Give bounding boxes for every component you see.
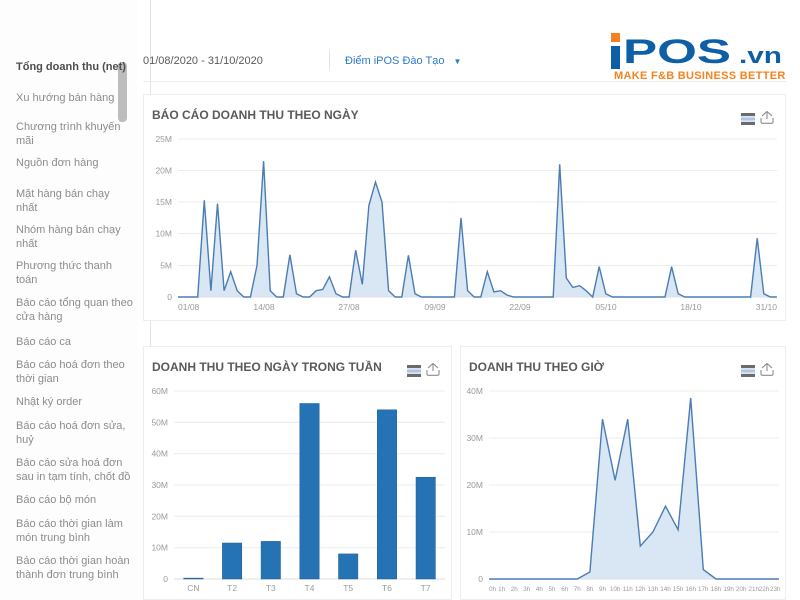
svg-text:01/08: 01/08: [178, 302, 200, 312]
svg-text:0: 0: [167, 292, 172, 302]
svg-text:16h: 16h: [685, 586, 696, 593]
svg-text:3h: 3h: [523, 586, 531, 593]
svg-text:31/10: 31/10: [756, 302, 778, 312]
svg-text:18/10: 18/10: [680, 302, 702, 312]
svg-text:20M: 20M: [151, 511, 168, 521]
svg-text:15M: 15M: [155, 197, 172, 207]
svg-text:T6: T6: [382, 583, 392, 593]
svg-text:10M: 10M: [151, 543, 168, 553]
svg-text:30M: 30M: [151, 480, 168, 490]
svg-text:7h: 7h: [574, 586, 582, 593]
svg-text:14h: 14h: [660, 586, 671, 593]
svg-text:.vn: .vn: [739, 43, 782, 68]
svg-text:12h: 12h: [635, 586, 646, 593]
svg-text:4h: 4h: [536, 586, 544, 593]
svg-text:10M: 10M: [466, 527, 483, 537]
svg-text:14/08: 14/08: [253, 302, 275, 312]
svg-text:50M: 50M: [151, 417, 168, 427]
svg-text:30M: 30M: [466, 433, 483, 443]
svg-text:23h: 23h: [770, 586, 781, 593]
svg-text:0: 0: [478, 574, 483, 584]
svg-text:POS: POS: [623, 33, 731, 69]
svg-text:18h: 18h: [711, 586, 722, 593]
svg-text:40M: 40M: [151, 449, 168, 459]
svg-text:13h: 13h: [648, 586, 659, 593]
svg-text:0: 0: [163, 574, 168, 584]
svg-text:5M: 5M: [160, 261, 172, 271]
svg-text:05/10: 05/10: [595, 302, 617, 312]
svg-text:22h: 22h: [759, 586, 770, 593]
svg-text:20M: 20M: [466, 480, 483, 490]
svg-text:20h: 20h: [736, 586, 747, 593]
svg-text:T3: T3: [266, 583, 276, 593]
svg-text:22/09: 22/09: [509, 302, 531, 312]
svg-text:20M: 20M: [155, 166, 172, 176]
svg-text:5h: 5h: [548, 586, 556, 593]
svg-text:T5: T5: [343, 583, 353, 593]
svg-text:T7: T7: [421, 583, 431, 593]
svg-text:15h: 15h: [673, 586, 684, 593]
svg-text:11h: 11h: [623, 586, 634, 593]
svg-text:8h: 8h: [586, 586, 594, 593]
svg-text:T2: T2: [227, 583, 237, 593]
svg-text:9h: 9h: [599, 586, 607, 593]
svg-text:1h: 1h: [498, 586, 506, 593]
svg-text:2h: 2h: [511, 586, 519, 593]
svg-text:27/08: 27/08: [338, 302, 360, 312]
svg-text:6h: 6h: [561, 586, 569, 593]
svg-text:T4: T4: [305, 583, 315, 593]
svg-text:10h: 10h: [610, 586, 621, 593]
svg-text:09/09: 09/09: [424, 302, 446, 312]
svg-text:25M: 25M: [155, 134, 172, 144]
svg-text:10M: 10M: [155, 229, 172, 239]
svg-text:40M: 40M: [466, 386, 483, 396]
svg-text:0h: 0h: [489, 586, 497, 593]
svg-text:60M: 60M: [151, 386, 168, 396]
svg-text:17h: 17h: [698, 586, 709, 593]
svg-text:CN: CN: [187, 583, 199, 593]
svg-text:19h: 19h: [723, 586, 734, 593]
